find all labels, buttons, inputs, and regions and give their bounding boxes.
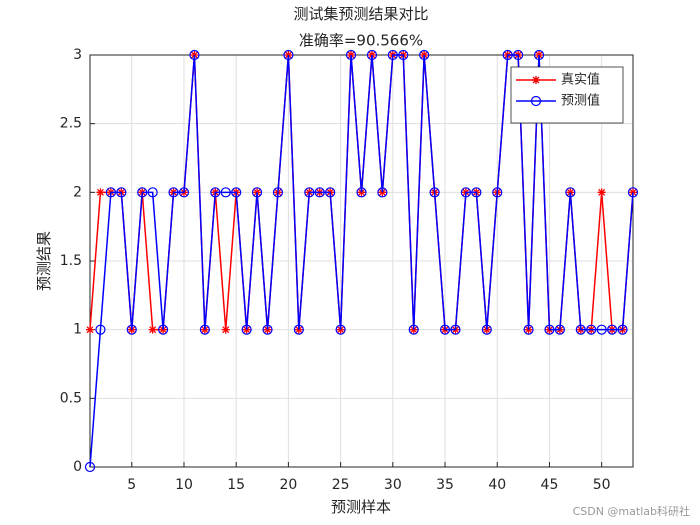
legend-marker [532, 76, 540, 84]
data-point [377, 187, 388, 198]
data-point [607, 324, 618, 335]
data-point [471, 187, 482, 198]
data-point [148, 325, 157, 334]
y-axis-label: 预测结果 [35, 231, 53, 291]
data-point [126, 324, 137, 335]
data-point [283, 49, 294, 61]
data-point [429, 187, 440, 198]
legend-label: 预测值 [561, 93, 600, 109]
y-tick-label: 2 [73, 184, 82, 200]
data-point [356, 187, 367, 198]
data-point [84, 461, 96, 473]
data-point [575, 324, 586, 335]
data-point [450, 324, 461, 335]
y-tick-label: 0 [73, 459, 82, 475]
chart-subtitle: 准确率=90.566% [299, 32, 423, 50]
data-point [419, 49, 430, 61]
data-point [178, 187, 190, 198]
data-point [220, 187, 231, 198]
data-point [398, 49, 409, 61]
y-tick-label: 2.5 [60, 116, 82, 132]
series-line [89, 54, 634, 468]
legend-box [510, 66, 624, 124]
data-point [86, 325, 94, 334]
y-tick-label: 3 [73, 47, 82, 63]
x-tick-label: 25 [332, 477, 350, 493]
data-point [293, 324, 304, 335]
data-point [345, 49, 357, 61]
data-point [304, 187, 315, 198]
data-point [147, 187, 158, 198]
data-point [502, 49, 513, 61]
data-point [231, 187, 242, 198]
x-tick-label: 35 [436, 477, 454, 493]
data-point [325, 187, 336, 198]
data-point [314, 187, 325, 198]
data-point [189, 49, 200, 61]
data-point [199, 324, 210, 335]
data-point [460, 187, 472, 198]
data-point [116, 187, 127, 198]
plot-frame [89, 54, 634, 468]
data-point [544, 324, 555, 335]
data-point [221, 325, 230, 334]
data-point [439, 324, 451, 335]
data-point [95, 324, 106, 335]
data-point [513, 49, 524, 61]
y-tick-label: 0.5 [60, 390, 82, 406]
data-point [627, 187, 639, 198]
data-point [137, 187, 148, 198]
x-tick-label: 45 [541, 477, 559, 493]
watermark: CSDN @matlab科研社 [573, 504, 690, 518]
y-tick-label: 1 [73, 322, 82, 338]
data-point [241, 324, 252, 335]
data-point [105, 187, 116, 198]
data-point [629, 188, 637, 197]
data-point [586, 324, 597, 335]
chart-title: 测试集预测结果对比 [293, 5, 428, 23]
data-point [617, 324, 628, 335]
x-tick-label: 15 [227, 477, 245, 493]
legend-marker [530, 95, 542, 107]
data-point [554, 324, 566, 335]
data-point [387, 49, 398, 61]
y-tick-label: 1.5 [60, 253, 82, 269]
x-tick-label: 30 [384, 477, 402, 493]
data-point [251, 187, 263, 198]
data-point [272, 187, 284, 198]
x-tick-label: 40 [488, 477, 506, 493]
data-point [157, 324, 169, 335]
data-point [596, 324, 607, 335]
data-point [96, 188, 105, 197]
data-point [533, 49, 545, 61]
x-tick-label: 20 [279, 477, 297, 493]
x-axis-label: 预测样本 [331, 498, 391, 516]
data-point [565, 187, 576, 198]
x-tick-label: 50 [593, 477, 611, 493]
data-point [408, 324, 419, 335]
data-point [168, 187, 179, 198]
data-point [210, 187, 221, 198]
data-point [523, 324, 534, 335]
data-point [262, 324, 273, 335]
x-tick-label: 10 [175, 477, 193, 493]
legend-label: 真实值 [561, 72, 600, 88]
data-point [597, 188, 606, 197]
data-point [366, 49, 378, 61]
data-point [481, 324, 492, 335]
data-point [335, 324, 346, 335]
data-point [492, 187, 503, 198]
x-tick-label: 5 [127, 477, 136, 493]
